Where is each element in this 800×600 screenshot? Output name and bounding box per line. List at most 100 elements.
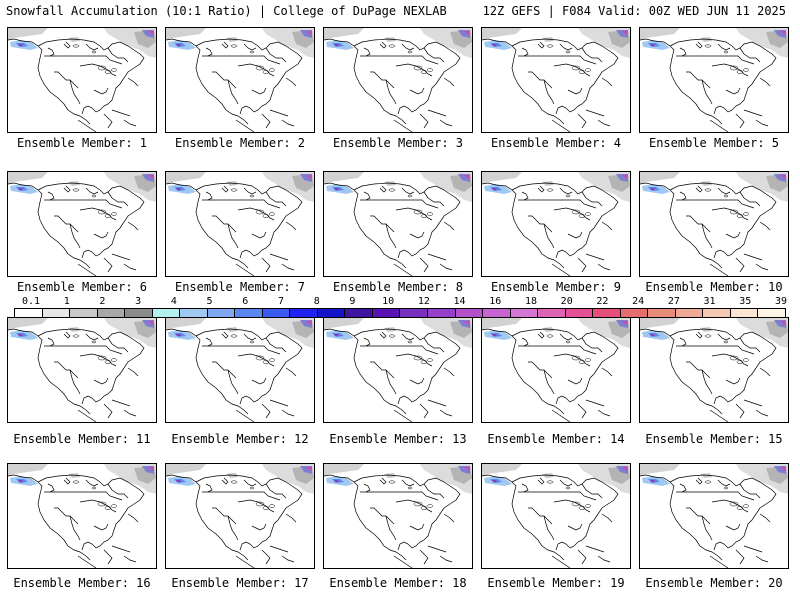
colorbar-tick-label: 9 xyxy=(349,296,356,307)
snow-shading xyxy=(8,318,156,348)
snow-shading xyxy=(482,464,630,494)
colorbar-tick-label: 24 xyxy=(632,296,645,307)
colorbar-swatch xyxy=(42,309,71,317)
colorbar-swatch xyxy=(565,309,594,317)
ensemble-map-panel xyxy=(639,463,789,569)
colorbar-swatch xyxy=(70,309,98,317)
lake-outlines xyxy=(230,44,275,74)
colorbar-tick-label: 6 xyxy=(242,296,249,307)
ensemble-member-label: Ensemble Member: 7 xyxy=(174,280,306,294)
map-boundaries xyxy=(8,182,145,276)
colorbar-swatch xyxy=(262,309,291,317)
colorbar-swatch xyxy=(180,309,208,317)
snow-shading xyxy=(482,28,630,58)
colorbar-tick-label: 39 xyxy=(774,296,788,307)
map-boundaries xyxy=(8,328,145,422)
ensemble-member-label: Ensemble Member: 4 xyxy=(490,136,622,150)
map-boundaries xyxy=(324,328,461,422)
colorbar-swatch xyxy=(538,309,566,317)
colorbar-swatch xyxy=(400,309,428,317)
snow-shading xyxy=(324,318,472,348)
ensemble-member-label: Ensemble Member: 5 xyxy=(648,136,780,150)
colorbar-tick-label: 14 xyxy=(453,296,466,307)
run-info: 12Z GEFS | F084 Valid: 00Z WED JUN 11 20… xyxy=(482,4,786,18)
colorbar-tick-label: 18 xyxy=(524,296,538,307)
colorbar-tick-label: 4 xyxy=(170,296,177,307)
map-boundaries xyxy=(324,182,461,276)
ensemble-map-panel xyxy=(639,317,789,423)
ensemble-member-label: Ensemble Member: 19 xyxy=(487,576,625,590)
ensemble-member-label: Ensemble Member: 15 xyxy=(645,432,783,446)
ensemble-map-panel xyxy=(7,171,157,277)
snow-shading xyxy=(640,172,788,202)
lake-outlines xyxy=(546,44,591,74)
ensemble-map-panel xyxy=(481,171,631,277)
colorbar-tick-label: 2 xyxy=(99,296,106,307)
chart-title: Snowfall Accumulation (10:1 Ratio) | Col… xyxy=(6,4,447,18)
lake-outlines xyxy=(546,334,591,364)
lake-outlines xyxy=(704,188,749,218)
ensemble-member-label: Ensemble Member: 20 xyxy=(645,576,783,590)
colorbar-swatch xyxy=(372,309,401,317)
lake-outlines xyxy=(388,480,433,510)
snow-shading xyxy=(166,172,314,202)
ensemble-map-panel xyxy=(481,317,631,423)
colorbar-tick-label: 16 xyxy=(489,296,502,307)
colorbar-swatch xyxy=(730,309,759,317)
snow-shading xyxy=(166,28,314,58)
colorbar-tick-label: 0.1 xyxy=(21,296,41,307)
ensemble-member-label: Ensemble Member: 18 xyxy=(329,576,467,590)
colorbar-tick-label: 20 xyxy=(560,296,573,307)
map-boundaries xyxy=(166,474,303,568)
lake-outlines xyxy=(230,188,275,218)
map-boundaries xyxy=(482,38,619,132)
colorbar-swatch xyxy=(235,309,263,317)
ensemble-member-label: Ensemble Member: 14 xyxy=(487,432,625,446)
ensemble-member-label: Ensemble Member: 3 xyxy=(332,136,464,150)
ensemble-member-label: Ensemble Member: 17 xyxy=(171,576,309,590)
colorbar-swatch xyxy=(703,309,731,317)
ensemble-map-panel xyxy=(323,317,473,423)
ensemble-member-label: Ensemble Member: 2 xyxy=(174,136,306,150)
map-boundaries xyxy=(482,182,619,276)
ensemble-map-panel xyxy=(323,27,473,133)
colorbar-tick-label: 7 xyxy=(277,296,285,307)
snow-shading xyxy=(640,28,788,58)
colorbar-swatch xyxy=(290,309,318,317)
colorbar-swatch xyxy=(427,309,456,317)
map-boundaries xyxy=(8,474,145,568)
snow-shading xyxy=(324,172,472,202)
ensemble-member-label: Ensemble Member: 6 xyxy=(16,280,148,294)
colorbar-tick-label: 5 xyxy=(206,296,213,307)
colorbar-tick-label: 8 xyxy=(313,296,320,307)
colorbar-tick-label: 3 xyxy=(135,296,142,307)
ensemble-map-panel xyxy=(7,27,157,133)
lake-outlines xyxy=(704,480,749,510)
colorbar-tick-label: 22 xyxy=(596,296,609,307)
ensemble-member-label: Ensemble Member: 16 xyxy=(13,576,151,590)
colorbar-swatch xyxy=(207,309,236,317)
lake-outlines xyxy=(388,188,433,218)
colorbar-swatch xyxy=(97,309,126,317)
map-boundaries xyxy=(640,474,777,568)
colorbar-tick-label: 35 xyxy=(739,296,752,307)
snow-shading xyxy=(324,28,472,58)
ensemble-map-panel xyxy=(639,171,789,277)
snow-shading xyxy=(8,172,156,202)
snow-shading xyxy=(482,318,630,348)
colorbar-swatch xyxy=(15,309,43,317)
map-boundaries xyxy=(8,38,145,132)
map-boundaries xyxy=(166,328,303,422)
colorbar-swatch xyxy=(758,309,785,317)
ensemble-member-label: Ensemble Member: 11 xyxy=(13,432,151,446)
lake-outlines xyxy=(72,44,117,74)
snow-shading xyxy=(640,318,788,348)
colorbar-swatch xyxy=(152,309,181,317)
colorbar-swatch xyxy=(125,309,153,317)
ensemble-member-label: Ensemble Member: 1 xyxy=(16,136,148,150)
lake-outlines xyxy=(72,334,117,364)
map-boundaries xyxy=(640,182,777,276)
colorbar-tick-label: 12 xyxy=(417,296,430,307)
map-boundaries xyxy=(324,474,461,568)
snow-shading xyxy=(8,28,156,58)
